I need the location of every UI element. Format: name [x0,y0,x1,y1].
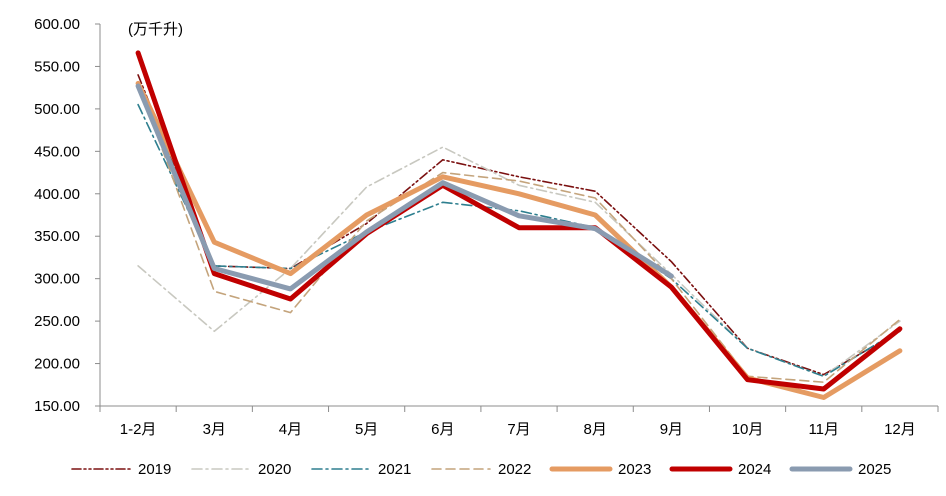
x-tick-label: 7月 [507,421,530,438]
legend: 2019 2020 2021 2022 2023 2024 2025 [71,461,891,478]
legend-label-2023: 2023 [618,461,651,478]
series-line-2025 [135,83,674,292]
x-tick-label: 9月 [660,421,683,438]
y-tick-label: 450.00 [34,143,80,160]
series-line-2019 [137,74,901,376]
series-line-2021 [137,103,901,378]
legend-label-2024: 2024 [738,461,771,478]
y-tick-label: 150.00 [34,398,80,415]
series-line-2023 [135,80,903,400]
unit-label: (万千升) [128,21,183,38]
series-line-2024 [135,50,903,392]
legend-label-2025: 2025 [858,461,891,478]
y-tick-label: 350.00 [34,228,80,245]
x-tick-label: 6月 [431,421,454,438]
legend-label-2021: 2021 [378,461,411,478]
y-tick-label: 250.00 [34,313,80,330]
series-lines [135,50,903,400]
series-line-2020 [137,146,901,378]
x-tick-label: 12月 [884,421,916,438]
series-line-2022 [137,82,901,384]
x-tick-label: 4月 [279,421,302,438]
y-tick-label: 200.00 [34,356,80,373]
legend-label-2020: 2020 [258,461,291,478]
axes: 150.00 200.00 250.00 300.00 350.00 400.00 450.… [34,16,939,438]
y-tick-label: 500.00 [34,101,80,118]
y-tick-label: 400.00 [34,186,80,203]
x-tick-label: 3月 [203,421,226,438]
x-tick-label: 10月 [732,421,764,438]
x-tick-label: 1-2月 [120,421,157,438]
x-tick-label: 5月 [355,421,378,438]
y-tick-label: 550.00 [34,58,80,75]
x-tick-label: 8月 [584,421,607,438]
x-tick-label: 11月 [808,421,839,438]
legend-label-2022: 2022 [498,461,531,478]
y-tick-label: 300.00 [34,271,80,288]
legend-label-2019: 2019 [138,461,171,478]
y-tick-label: 600.00 [34,16,80,33]
